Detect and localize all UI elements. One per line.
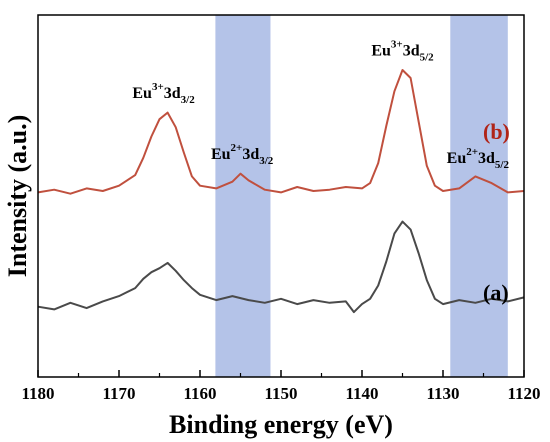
shaded-band-1	[215, 15, 271, 377]
x-tick-label-1130: 1130	[426, 384, 459, 403]
x-tick-label-1170: 1170	[102, 384, 135, 403]
peak-annotation-3: Eu3+3d5/2	[371, 38, 434, 63]
curve-label-b: (b)	[483, 119, 510, 144]
curve-label-a: (a)	[483, 280, 509, 305]
x-axis-ticks: 1180 1170 1160 1150 1140 1130 1120	[21, 370, 541, 403]
x-tick-label-1160: 1160	[183, 384, 216, 403]
x-tick-label-1150: 1150	[264, 384, 297, 403]
peak-annotation-1: Eu3+3d3/2	[132, 81, 195, 106]
series-line-b	[37, 69, 525, 195]
shaded-bands	[215, 15, 508, 377]
x-tick-label-1180: 1180	[21, 384, 54, 403]
peak-annotations: Eu3+3d3/2 Eu2+3d3/2 Eu3+3d5/2 Eu2+3d5/2	[132, 38, 509, 171]
shaded-band-2	[450, 15, 508, 377]
x-tick-label-1120: 1120	[507, 384, 540, 403]
spectra-curves	[37, 69, 525, 314]
peak-annotation-4: Eu2+3d5/2	[447, 146, 510, 171]
y-axis-label: Intensity (a.u.)	[3, 115, 32, 278]
peak-annotation-2: Eu2+3d3/2	[211, 142, 274, 167]
x-axis-label: Binding energy (eV)	[169, 410, 393, 439]
series-line-a	[37, 220, 525, 314]
x-tick-label-1140: 1140	[345, 384, 378, 403]
